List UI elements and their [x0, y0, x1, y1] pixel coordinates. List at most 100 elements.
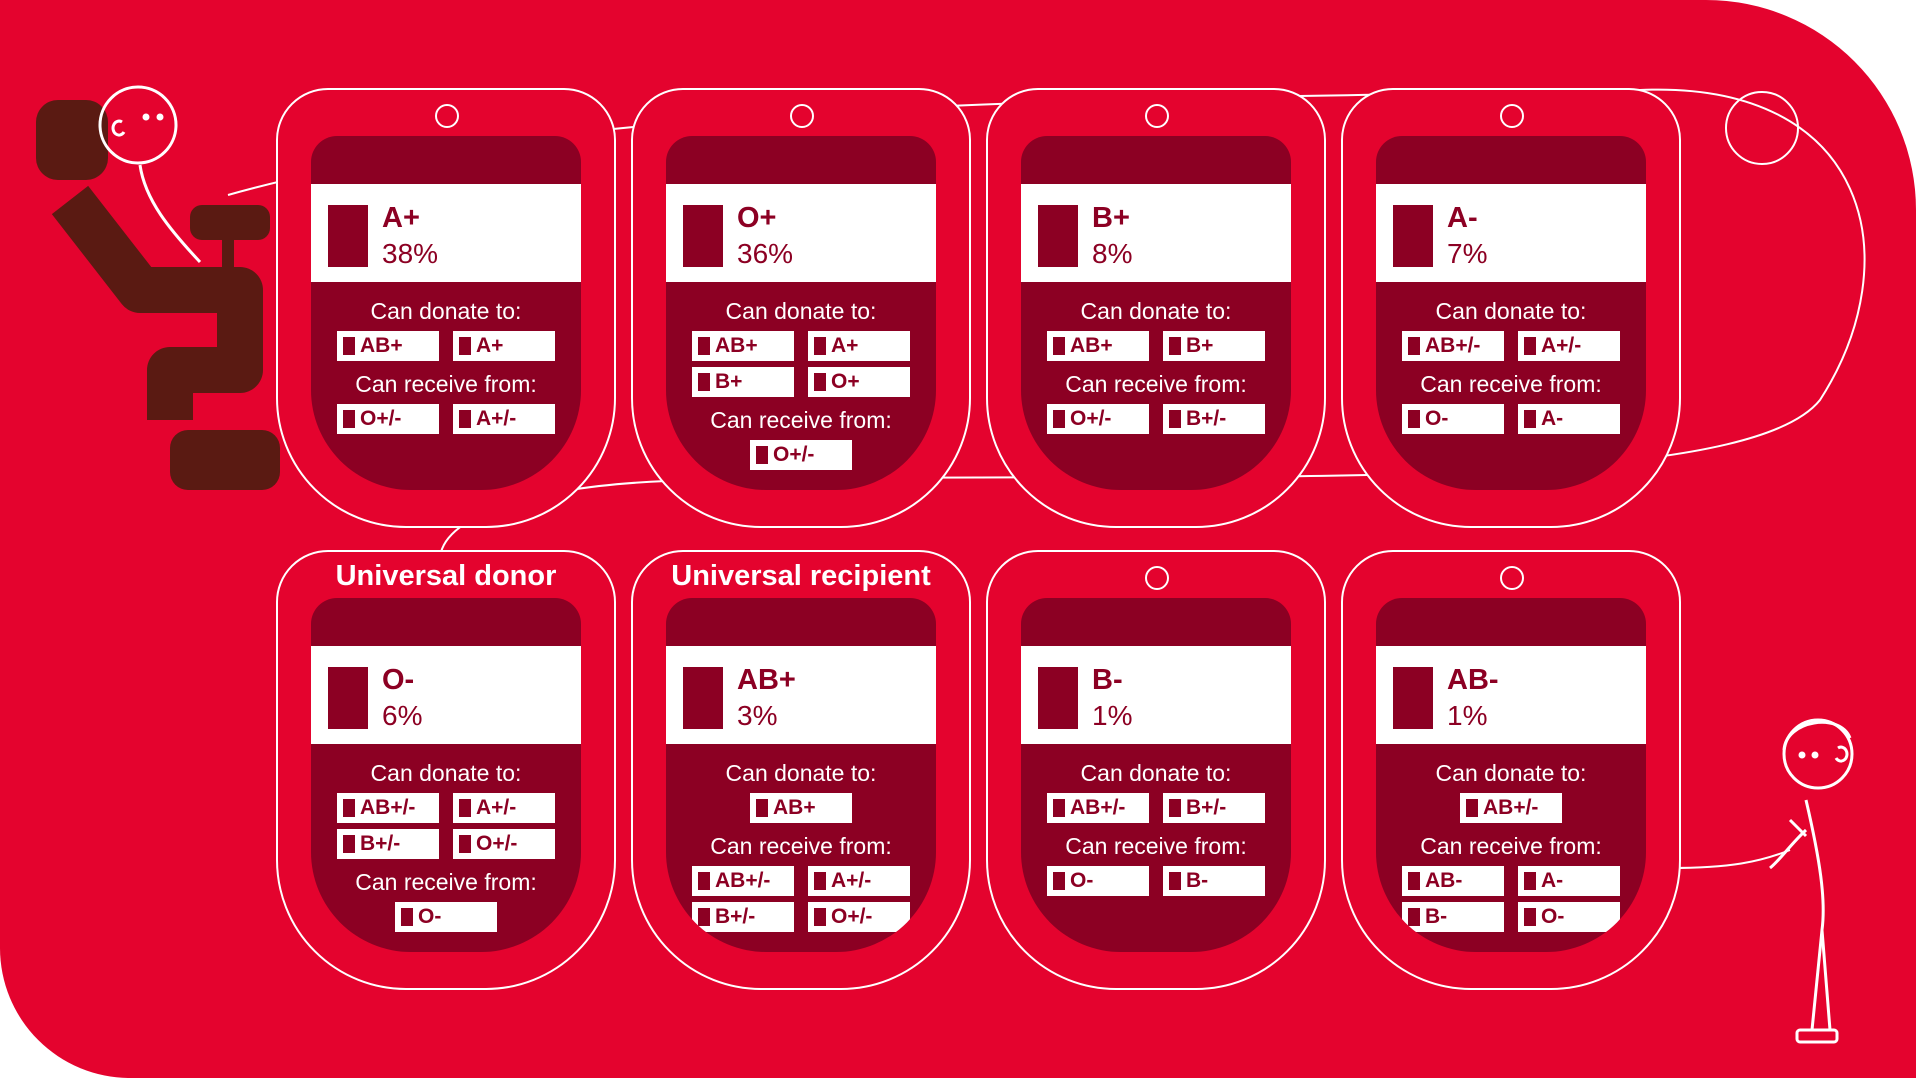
receive-from-list: O+/- B+/- [1047, 404, 1265, 434]
chip-label: O+/- [360, 407, 402, 430]
chip-marker-icon [1466, 799, 1478, 817]
compat-chip: AB- [1402, 866, 1504, 896]
donate-to-title: Can donate to: [370, 760, 522, 786]
blood-type: B+ [1092, 202, 1130, 234]
compat-chip: B+ [1163, 331, 1265, 361]
compat-chip: O+ [808, 367, 910, 397]
chip-marker-icon [459, 337, 471, 355]
receive-from-list: O- B- [1047, 866, 1265, 896]
blood-bag-ab-neg: AB- 1% Can donate to: AB+/- Can receive from… [1341, 550, 1681, 990]
bag-inner: A- 7% Can donate to: AB+/- A+/- Can receive f… [1376, 136, 1646, 490]
chip-marker-icon [698, 872, 710, 890]
blood-swatch-icon [683, 205, 723, 267]
chip-marker-icon [343, 337, 355, 355]
chip-label: O+/- [831, 905, 873, 928]
compatibility: Can donate to: AB+/- Can receive from: AB- A… [1376, 760, 1646, 942]
chip-label: B+/- [1186, 407, 1227, 430]
compat-chip: O- [1518, 902, 1620, 932]
compat-chip: AB+/- [337, 793, 439, 823]
chip-label: A+ [476, 334, 504, 357]
bag-inner: B+ 8% Can donate to: AB+ B+ Can receive from:… [1021, 136, 1291, 490]
compat-chip: O- [395, 902, 497, 932]
tube-ring [1725, 91, 1799, 165]
receive-from-list: O+/- [692, 440, 910, 470]
chip-label: AB+ [1070, 334, 1113, 357]
chip-marker-icon [698, 373, 710, 391]
chip-label: AB+/- [1425, 334, 1481, 357]
blood-type-percent: 7% [1447, 238, 1488, 269]
chip-marker-icon [343, 799, 355, 817]
compat-chip: B- [1163, 866, 1265, 896]
hanger-hole-icon [1145, 566, 1169, 590]
blood-swatch-icon [683, 667, 723, 729]
chip-label: AB+/- [1070, 796, 1126, 819]
chip-marker-icon [814, 337, 826, 355]
chip-marker-icon [401, 908, 413, 926]
compat-chip: A+/- [453, 793, 555, 823]
compat-chip: AB+/- [1047, 793, 1149, 823]
chip-marker-icon [459, 410, 471, 428]
compatibility: Can donate to: AB+ Can receive from: AB+/- A… [666, 760, 936, 942]
chip-marker-icon [814, 872, 826, 890]
tube-connector [1669, 849, 1791, 869]
chip-label: O+/- [773, 443, 815, 466]
chip-label: AB+ [773, 796, 816, 819]
chip-label: O- [1070, 869, 1094, 892]
compatibility: Can donate to: AB+/- A+/- Can receive from:… [1376, 298, 1646, 444]
donate-to-list: AB+/- B+/- [1047, 793, 1265, 823]
compat-chip: O- [1402, 404, 1504, 434]
donate-to-list: AB+ [692, 793, 910, 823]
receive-from-list: O+/- A+/- [337, 404, 555, 434]
chip-marker-icon [1169, 799, 1181, 817]
chip-label: AB+/- [715, 869, 771, 892]
chip-marker-icon [1408, 410, 1420, 428]
chip-marker-icon [1524, 410, 1536, 428]
bag-inner: AB- 1% Can donate to: AB+/- Can receive from… [1376, 598, 1646, 952]
compat-chip: AB+/- [1460, 793, 1562, 823]
blood-bag-o-pos: O+ 36% Can donate to: AB+ A+ B+ O+ Can receive … [631, 88, 971, 528]
donor-figure-icon [36, 85, 280, 490]
chip-marker-icon [343, 835, 355, 853]
compat-chip: AB+ [750, 793, 852, 823]
blood-type-percent: 1% [1092, 700, 1133, 731]
chip-marker-icon [1169, 337, 1181, 355]
compat-chip: B+ [692, 367, 794, 397]
compat-chip: B+/- [1163, 793, 1265, 823]
donate-to-title: Can donate to: [725, 298, 877, 324]
blood-swatch-icon [1393, 205, 1433, 267]
bag-label: AB+ 3% [666, 646, 936, 744]
blood-swatch-icon [328, 205, 368, 267]
blood-type: O- [382, 664, 415, 696]
chip-marker-icon [1524, 908, 1536, 926]
chip-marker-icon [698, 908, 710, 926]
receive-from-title: Can receive from: [355, 371, 537, 397]
chip-label: O+/- [1070, 407, 1112, 430]
compat-chip: B+/- [337, 829, 439, 859]
compat-chip: O+/- [750, 440, 852, 470]
chip-marker-icon [1169, 872, 1181, 890]
chip-marker-icon [756, 799, 768, 817]
receive-from-list: AB- A- B- O- [1402, 866, 1620, 932]
blood-bag-a-neg: A- 7% Can donate to: AB+/- A+/- Can receive f… [1341, 88, 1681, 528]
chip-marker-icon [1524, 872, 1536, 890]
compat-chip: A+/- [453, 404, 555, 434]
blood-type-percent: 8% [1092, 238, 1133, 269]
compat-chip: O+/- [453, 829, 555, 859]
chip-label: AB+/- [1483, 796, 1539, 819]
chip-marker-icon [1524, 337, 1536, 355]
compatibility: Can donate to: AB+ B+ Can receive from: O+/-… [1021, 298, 1291, 444]
donate-to-list: AB+/- A+/- B+/- O+/- [337, 793, 555, 859]
receive-from-title: Can receive from: [1420, 371, 1602, 397]
donate-to-list: AB+/- [1402, 793, 1620, 823]
blood-swatch-icon [1038, 205, 1078, 267]
blood-type-percent: 38% [382, 238, 439, 269]
donate-to-title: Can donate to: [1435, 760, 1587, 786]
bag-inner: O- 6% Can donate to: AB+/- A+/- B+/- O+/- Can r… [311, 598, 581, 952]
chip-marker-icon [1408, 908, 1420, 926]
recipient-figure-icon [1769, 718, 1854, 1044]
chip-label: A+/- [831, 869, 872, 892]
chip-label: B- [1425, 905, 1448, 928]
chip-label: AB- [1425, 869, 1463, 892]
blood-type: O+ [737, 202, 777, 234]
